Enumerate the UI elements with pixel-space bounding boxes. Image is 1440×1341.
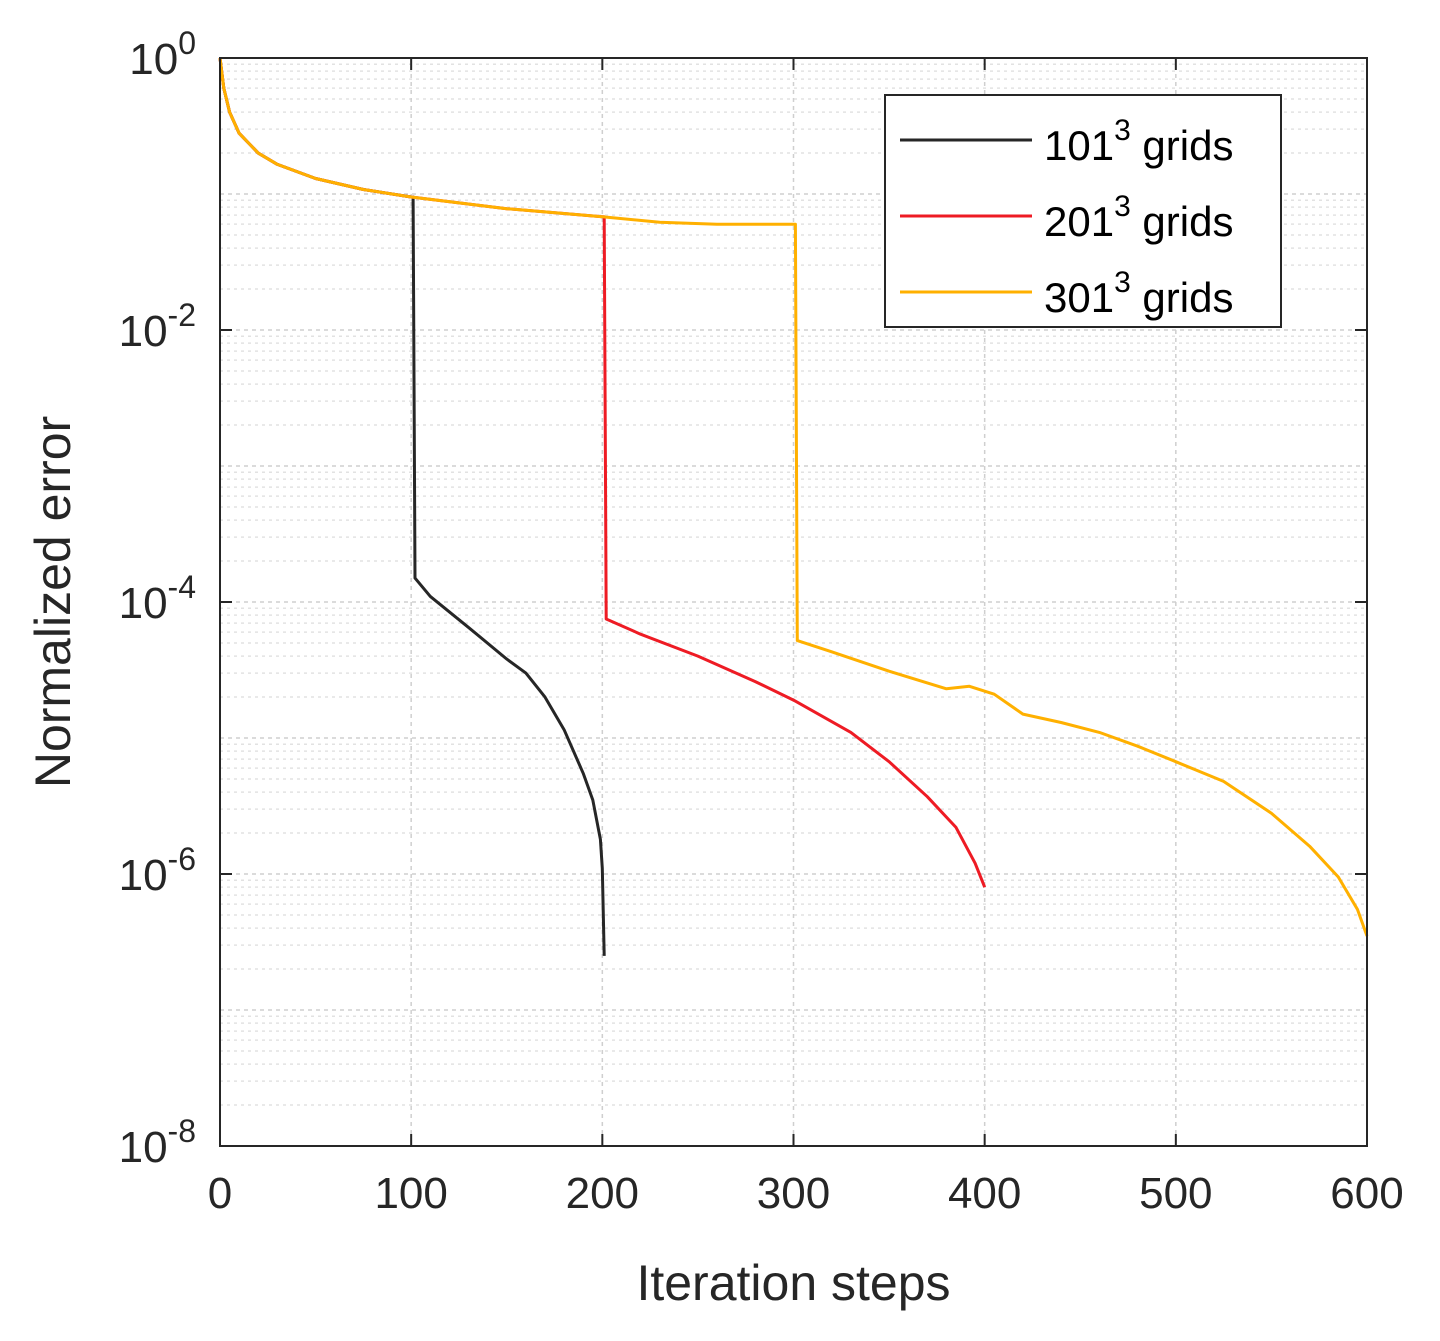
y-tick-label: 100 xyxy=(129,25,196,84)
x-tick-label: 400 xyxy=(948,1169,1021,1218)
legend-label: 2013 grids xyxy=(1044,190,1233,245)
x-axis-label: Iteration steps xyxy=(636,1255,950,1311)
legend-box xyxy=(884,94,1282,328)
x-tick-label: 100 xyxy=(374,1169,447,1218)
x-tick-label: 500 xyxy=(1139,1169,1212,1218)
x-tick-label: 200 xyxy=(566,1169,639,1218)
x-tick-label: 600 xyxy=(1330,1169,1403,1218)
x-tick-label: 300 xyxy=(757,1169,830,1218)
legend: 1013 grids 2013 grids 3013 grids xyxy=(884,94,1282,328)
x-tick-label: 0 xyxy=(208,1169,232,1218)
y-axis-label: Normalized error xyxy=(25,416,81,788)
series-line-301 xyxy=(218,57,1369,937)
series-lines xyxy=(218,57,1369,956)
legend-label: 3013 grids xyxy=(1044,266,1233,321)
x-axis: 0 100 200 300 400 500 600 xyxy=(208,58,1404,1218)
y-axis: 100 10-2 10-4 10-6 10-8 xyxy=(119,25,1367,1172)
y-tick-label: 10-4 xyxy=(119,569,196,628)
grid xyxy=(219,58,1368,1147)
y-tick-label: 10-6 xyxy=(119,841,196,900)
y-tick-label: 10-2 xyxy=(119,297,196,356)
legend-label: 1013 grids xyxy=(1044,114,1233,169)
y-tick-label: 10-8 xyxy=(119,1113,196,1172)
